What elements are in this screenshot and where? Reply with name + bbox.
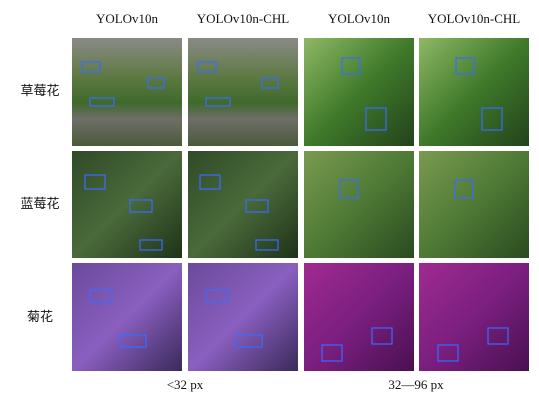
detection-box [139, 239, 163, 251]
detection-box [365, 107, 387, 131]
detection-box [321, 344, 343, 362]
detection-box [84, 174, 106, 190]
detection-box [205, 289, 229, 303]
detection-box [437, 344, 459, 362]
image [72, 151, 182, 258]
detection-box [481, 107, 503, 131]
detection-box [261, 77, 279, 89]
image [72, 263, 182, 371]
image [419, 38, 529, 146]
image [419, 263, 529, 371]
detection-boxes [81, 57, 509, 362]
image [419, 151, 529, 258]
row-label: 菊花 [27, 309, 53, 324]
row-label: 草莓花 [20, 83, 59, 98]
row-label: 蓝莓花 [20, 196, 59, 211]
size-group-label: 32—96 px [388, 377, 444, 392]
detection-box [455, 57, 475, 75]
image [188, 263, 298, 371]
detection-box [129, 199, 153, 213]
detection-box [89, 289, 113, 303]
detection-box [235, 334, 263, 348]
detection-box [245, 199, 269, 213]
image [188, 38, 298, 146]
image [304, 38, 414, 146]
detection-box [199, 174, 221, 190]
image-grid [72, 38, 529, 371]
detection-box [89, 97, 115, 107]
image [304, 263, 414, 371]
detection-box [487, 327, 509, 345]
detection-box [81, 61, 101, 73]
detection-box [341, 57, 361, 75]
column-header: YOLOv10n-CHL [428, 11, 520, 26]
detection-box [371, 327, 393, 345]
detection-box [255, 239, 279, 251]
size-group-label: <32 px [167, 377, 204, 392]
image [72, 38, 182, 146]
image [188, 151, 298, 258]
detection-box [339, 179, 359, 199]
image [304, 151, 414, 258]
detection-box [119, 334, 147, 348]
detection-box [454, 179, 474, 199]
detection-box [205, 97, 231, 107]
column-header: YOLOv10n [96, 11, 159, 26]
column-header: YOLOv10n-CHL [197, 11, 289, 26]
column-header: YOLOv10n [328, 11, 391, 26]
detection-box [147, 77, 165, 89]
detection-box [197, 61, 217, 73]
